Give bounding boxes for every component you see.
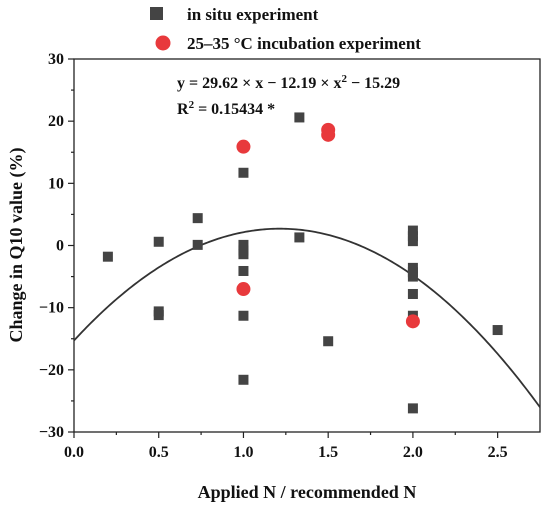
legend-marker-in-situ [150, 7, 163, 20]
r2-label: R [177, 101, 189, 118]
in-situ-point [192, 239, 203, 250]
in-situ-point [238, 239, 249, 250]
in-situ-point [238, 167, 249, 178]
x-tick-label: 1.0 [233, 444, 253, 461]
in-situ-point [192, 213, 203, 224]
in-situ-point [407, 288, 418, 299]
y-tick-label: 30 [48, 51, 64, 68]
equation-exponent: 2 [341, 73, 347, 85]
legend: in situ experiment 25–35 °C incubation e… [150, 5, 421, 53]
incubation-point [236, 139, 251, 154]
annotations: y = 29.62 × x − 12.19 × x2 − 15.29 R2 = … [177, 73, 400, 118]
fit-curve-layer [73, 227, 541, 408]
y-axis-title: Change in Q10 value (%) [6, 147, 27, 342]
plot-frame [73, 58, 541, 433]
x-tick-label: 2.0 [403, 444, 423, 461]
equation-suffix: − 15.29 [347, 75, 400, 92]
y-tick-label: −20 [39, 362, 64, 379]
in-situ-point [294, 112, 305, 123]
x-tick-label: 2.5 [488, 444, 508, 461]
x-axis-title: Applied N / recommended N [198, 482, 417, 502]
in-situ-point [492, 325, 503, 336]
r2-exponent: 2 [189, 99, 195, 111]
equation-annotation: y = 29.62 × x − 12.19 × x2 − 15.29 [177, 73, 400, 92]
in-situ-point [238, 249, 249, 260]
incubation-point [236, 282, 251, 297]
y-tick-label: −10 [39, 300, 64, 317]
y-tick-label: 20 [48, 113, 64, 130]
in-situ-point [294, 232, 305, 243]
y-tick-label: 10 [48, 175, 64, 192]
in-situ-point [323, 336, 334, 347]
data-points [102, 112, 503, 414]
in-situ-point [407, 271, 418, 282]
in-situ-point [102, 251, 113, 262]
in-situ-point [238, 265, 249, 276]
in-situ-point [238, 374, 249, 385]
in-situ-point [238, 310, 249, 321]
equation-prefix: y = 29.62 × x − 12.19 × x [177, 75, 341, 92]
incubation-point [321, 127, 336, 142]
ticks: 0.0 0.5 1.0 1.5 2.0 2.5 −30 −20 −10 0 10 20 30 [39, 51, 508, 461]
axes [73, 58, 541, 433]
in-situ-point [407, 403, 418, 414]
legend-label-in-situ: in situ experiment [187, 5, 319, 24]
x-tick-label: 0.0 [64, 444, 84, 461]
r2-annotation: R2 = 0.15434 * [177, 99, 275, 118]
legend-label-incubation: 25–35 °C incubation experiment [187, 34, 421, 53]
y-tick-label: 0 [56, 238, 64, 255]
in-situ-point [153, 236, 164, 247]
y-tick-label: −30 [39, 424, 64, 441]
x-tick-label: 1.5 [318, 444, 338, 461]
legend-marker-incubation [155, 35, 171, 51]
r2-value: = 0.15434 * [194, 101, 275, 118]
x-tick-label: 0.5 [149, 444, 169, 461]
in-situ-point [407, 225, 418, 236]
fit-curve [73, 227, 541, 408]
in-situ-point [153, 310, 164, 321]
incubation-point [405, 314, 420, 329]
in-situ-point [407, 236, 418, 247]
